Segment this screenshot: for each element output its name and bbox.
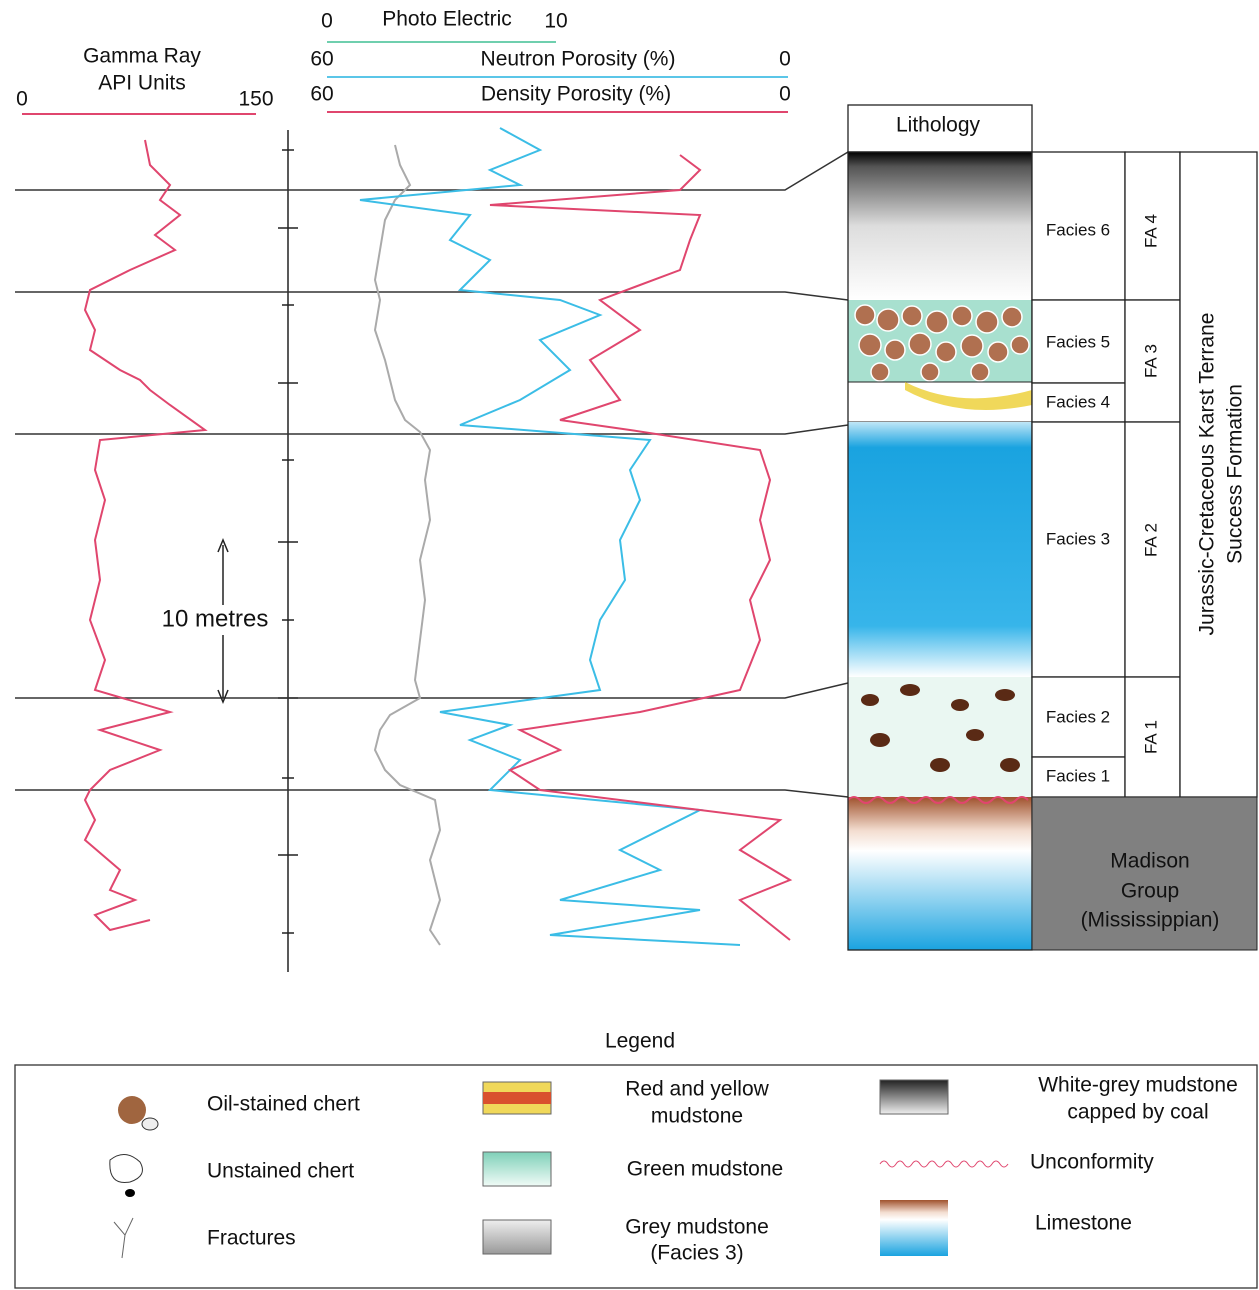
header: Gamma Ray: [83, 45, 201, 68]
basement-label: (Mississippian): [1081, 909, 1220, 932]
header: API Units: [98, 72, 186, 95]
legend-label: Unconformity: [1030, 1151, 1154, 1174]
lithology-column: Lithology: [848, 105, 1032, 950]
scale-max: 0: [779, 83, 791, 106]
association-label: FA 4: [1141, 214, 1160, 248]
facies-label: Facies 4: [1046, 392, 1110, 411]
scale-min: 60: [310, 83, 333, 106]
association-label: FA 3: [1141, 344, 1160, 378]
header: Neutron Porosity (%): [481, 48, 676, 71]
legend-label: Fractures: [207, 1227, 296, 1250]
formation-label: Jurassic-Cretaceous Karst Terrane: [1196, 313, 1219, 636]
basement-label: Group: [1121, 880, 1179, 903]
legend-label: White-grey mudstone: [1038, 1074, 1238, 1097]
scale-max: 150: [238, 88, 273, 111]
scale-max: 0: [779, 48, 791, 71]
legend-label: Oil-stained chert: [207, 1093, 360, 1116]
facies-column: Facies 6 Facies 5 Facies 4 Facies 3 Faci…: [1032, 152, 1257, 950]
formation-label: Success Formation: [1224, 384, 1247, 564]
diagram: Gamma Ray API Units 0 150 0 Photo Electr…: [0, 0, 1259, 1290]
legend-label: Limestone: [1035, 1212, 1132, 1235]
scale-bar: 10 metres: [150, 540, 278, 702]
scale-max: 10: [544, 10, 567, 33]
scale-min: 60: [310, 48, 333, 71]
facies-label: Facies 3: [1046, 529, 1110, 548]
legend-label: Grey mudstone: [625, 1216, 769, 1239]
basement-label: Madison: [1110, 850, 1189, 873]
facies-label: Facies 2: [1046, 707, 1110, 726]
facies-label: Facies 6: [1046, 220, 1110, 239]
facies-label: Facies 5: [1046, 332, 1110, 351]
legend-label: Unstained chert: [207, 1160, 354, 1183]
depth-axis: [278, 130, 298, 972]
legend-label: (Facies 3): [650, 1242, 743, 1265]
header: Density Porosity (%): [481, 83, 671, 106]
scale-min: 0: [16, 88, 28, 111]
log-curves: [85, 128, 790, 945]
log-headers: Gamma Ray API Units 0 150 0 Photo Electr…: [16, 8, 791, 114]
correlation-lines: [15, 152, 848, 797]
scale-label: 10 metres: [162, 605, 269, 632]
legend-label: mudstone: [651, 1105, 743, 1128]
association-label: FA 1: [1141, 720, 1160, 754]
scale-min: 0: [321, 10, 333, 33]
association-label: FA 2: [1141, 523, 1160, 557]
legend-label: Red and yellow: [625, 1078, 769, 1101]
legend-title: Legend: [605, 1030, 675, 1053]
legend: Legend Oil-stained chert Red and yellow …: [15, 1030, 1257, 1288]
legend-label: Green mudstone: [627, 1158, 783, 1181]
legend-label: capped by coal: [1067, 1101, 1208, 1124]
header: Photo Electric: [382, 8, 512, 31]
column-title: Lithology: [896, 114, 981, 137]
facies-label: Facies 1: [1046, 766, 1110, 785]
